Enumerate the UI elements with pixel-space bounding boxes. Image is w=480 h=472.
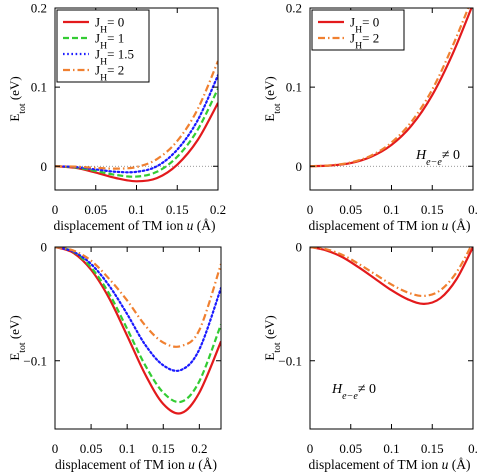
series-line-1 (55, 102, 218, 183)
legend-entry: JH= 0 (95, 15, 124, 36)
x-axis-label: displacement of TM ion u (Å) (55, 457, 217, 472)
legend-box (311, 9, 405, 51)
series-line-1 (310, 247, 473, 305)
x-tick-label: 0.05 (84, 202, 107, 217)
x-tick-label: 0.15 (166, 202, 189, 217)
x-tick-label: 0 (307, 441, 314, 456)
x-tick-label: 0 (307, 202, 314, 217)
series-line-1 (310, 8, 473, 168)
annotation-hee: He−e≠ 0 (331, 382, 376, 402)
x-tick-label: 0. (468, 441, 478, 456)
y-tick-label: 0.1 (31, 80, 47, 95)
x-tick-label: 0. (468, 202, 478, 217)
series-line-1 (55, 247, 221, 415)
y-tick-label: −0.1 (23, 353, 47, 368)
series-line-2 (55, 88, 218, 178)
x-axis-label: displacement of TM ion u (Å) (53, 218, 215, 233)
x-tick-label: 0.05 (339, 441, 362, 456)
x-axis-label: displacement of TM ion u (Å) (308, 218, 470, 233)
legend-entry: JH= 0 (350, 15, 379, 36)
y-axis-label: Etot (eV) (7, 76, 28, 121)
legend-entry: JH= 1 (95, 31, 124, 52)
series-line-2 (55, 247, 221, 404)
y-tick-label: 0.2 (31, 1, 47, 16)
x-tick-label: 0 (52, 441, 59, 456)
y-tick-label: 0 (41, 240, 48, 255)
y-axis-label: Etot (eV) (7, 315, 28, 360)
panel-3: 0 0.05 0.1 0.15 0.2 0 −0.1 displacement of TM i… (7, 240, 222, 472)
panel-4: 0 0.05 0.1 0.15 0. 0 −0.1 displacement of TM io… (262, 240, 478, 472)
x-tick-label: 0.2 (210, 202, 226, 217)
y-tick-label: −0.1 (278, 353, 302, 368)
x-tick-label: 0.05 (339, 202, 362, 217)
x-tick-label: 0.2 (191, 441, 207, 456)
panel-2: 0 0.05 0.1 0.15 0. 0 0.1 0.2 displacement of TM … (262, 1, 478, 234)
y-tick-label: 0 (296, 240, 303, 255)
x-tick-label: 0.15 (421, 202, 444, 217)
x-tick-label: 0.15 (421, 441, 444, 456)
x-tick-label: 0.15 (152, 441, 175, 456)
plot-frame (54, 246, 222, 430)
series-line-4 (55, 60, 218, 170)
x-tick-label: 0.1 (383, 202, 399, 217)
y-axis-label: Etot (eV) (262, 315, 283, 360)
legend-entry: JH= 1.5 (95, 47, 134, 68)
x-tick-label: 0.1 (383, 441, 399, 456)
plot-frame (309, 246, 474, 430)
series-line-4 (55, 247, 221, 348)
x-axis-label: displacement of TM ion u (Å) (308, 457, 470, 472)
x-tick-label: 0.05 (80, 441, 103, 456)
x-tick-label: 0.1 (119, 441, 135, 456)
x-tick-label: 0 (52, 202, 59, 217)
x-tick-label: 0.1 (128, 202, 144, 217)
legend-entry: JH= 2 (95, 63, 124, 84)
annotation-hee: He−e≠ 0 (415, 148, 460, 168)
series-line-3 (55, 74, 218, 174)
y-tick-label: 0 (296, 159, 303, 174)
y-axis-label: Etot (eV) (262, 76, 283, 121)
y-tick-label: 0 (41, 159, 48, 174)
series-line-3 (55, 247, 221, 372)
series-line-2 (310, 247, 472, 298)
y-tick-label: 0.1 (286, 80, 302, 95)
legend-entry: JH= 2 (350, 31, 379, 52)
y-tick-label: 0.2 (286, 1, 302, 16)
